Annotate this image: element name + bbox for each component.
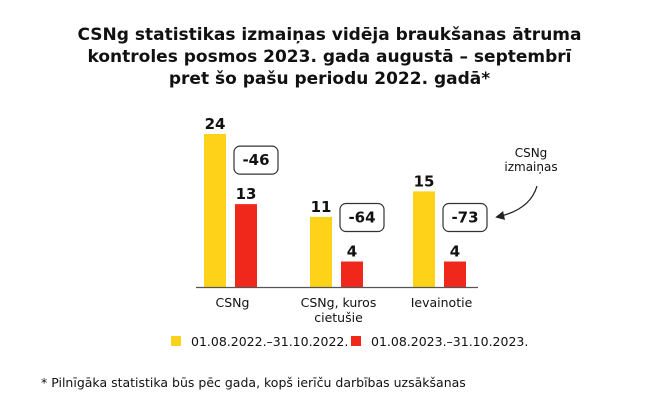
annotation-line-0: CSNg: [515, 146, 548, 160]
value-label-s0-c0: 24: [205, 115, 226, 133]
bar-s0-c0: [204, 134, 226, 287]
bar-s1-c2: [444, 261, 466, 287]
chart-title-line-3: pret šo pašu periodu 2022. gadā*: [168, 69, 491, 89]
change-badge-0: [233, 145, 279, 175]
change-label-2: -73: [451, 209, 478, 227]
legend-label-1: 01.08.2023.–31.10.2023.: [371, 334, 528, 349]
value-label-s0-c1: 11: [311, 198, 332, 216]
annotation-line-1: izmaiņas: [504, 160, 557, 174]
chart-title-line-2: kontroles posmos 2023. gada augustā – se…: [87, 47, 572, 67]
legend-label-0: 01.08.2022.–31.10.2022.: [191, 334, 348, 349]
bar-s0-c2: [413, 191, 435, 287]
category-label-1-line-0: CSNg, kuros: [301, 295, 377, 310]
change-badge-2: [442, 202, 488, 233]
change-label-0: -46: [242, 151, 269, 169]
value-label-s1-c2: 4: [450, 243, 460, 261]
legend-swatch-1: [351, 336, 361, 346]
annotation-arrow: [495, 185, 538, 220]
category-label-0-line-0: CSNg: [216, 295, 250, 310]
chart-title-line-1: CSNg statistikas izmaiņas vidēja braukša…: [77, 25, 582, 45]
bar-s1-c0: [235, 204, 257, 287]
bar-s1-c1: [341, 261, 363, 287]
change-label-1: -64: [348, 209, 375, 227]
chart-title: CSNg statistikas izmaiņas vidēja braukša…: [0, 24, 659, 90]
bar-s0-c1: [310, 216, 332, 287]
change-badge-1: [339, 202, 385, 233]
value-label-s1-c0: 13: [236, 185, 257, 203]
footnote: * Pilnīgāka statistika būs pēc gada, kop…: [41, 375, 466, 390]
legend-swatch-0: [171, 336, 181, 346]
value-label-s1-c1: 4: [347, 243, 357, 261]
category-label-1-line-1: cietušie: [314, 310, 363, 325]
value-label-s0-c2: 15: [414, 172, 435, 190]
category-label-2-line-0: Ievainotie: [411, 295, 473, 310]
